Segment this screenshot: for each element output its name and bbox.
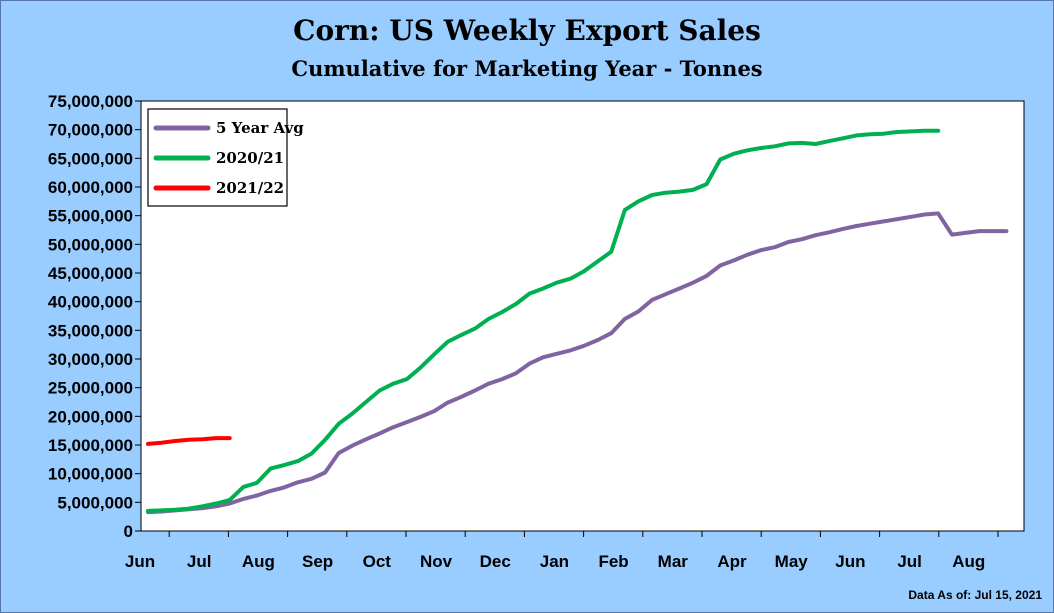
legend: 5 Year Avg 2020/21 2021/22: [147, 108, 304, 207]
legend-label: 5 Year Avg: [216, 119, 304, 137]
y-tick-label: 50,000,000: [48, 235, 133, 254]
y-tick-label: 65,000,000: [48, 149, 133, 168]
plot-area: [140, 100, 1025, 532]
legend-label: 2021/22: [216, 179, 284, 197]
y-tick-label: 0: [124, 522, 133, 541]
x-tick-label: Mar: [658, 552, 689, 571]
x-tick-label: Oct: [363, 552, 392, 571]
legend-label: 2020/21: [216, 149, 284, 167]
x-tick-label: Aug: [242, 552, 275, 571]
x-tick-label: Jun: [835, 552, 865, 571]
y-tick-label: 5,000,000: [57, 493, 133, 512]
y-tick-label: 35,000,000: [48, 321, 133, 340]
series-lines: [146, 128, 1009, 515]
y-tick-label: 55,000,000: [48, 207, 133, 226]
data-as-of-footnote: Data As of: Jul 15, 2021: [908, 588, 1042, 602]
y-tick-label: 70,000,000: [48, 121, 133, 140]
x-axis: Jun Jul Aug Sep Oct Nov Dec Jan Feb Mar Apr May Jun J…: [125, 531, 999, 571]
x-tick-label: Sep: [302, 552, 333, 571]
series-line-3: [146, 436, 232, 446]
y-tick-label: 45,000,000: [48, 264, 133, 283]
x-tick-label: Jan: [540, 552, 569, 571]
x-tick-label: Apr: [717, 552, 747, 571]
y-tick-label: 10,000,000: [48, 465, 133, 484]
y-tick-label: 20,000,000: [48, 407, 133, 426]
y-tick-label: 40,000,000: [48, 293, 133, 312]
series-line-2: [146, 128, 941, 513]
x-tick-label: Feb: [598, 552, 628, 571]
x-tick-label: Jun: [125, 552, 155, 571]
series-line-1: [146, 211, 1009, 515]
y-axis: 0 5,000,000 10,000,000 15,000,000 20,000,000…: [48, 92, 141, 541]
x-tick-label: Jul: [187, 552, 212, 571]
chart-subtitle: Cumulative for Marketing Year - Tonnes: [291, 56, 763, 81]
y-tick-label: 30,000,000: [48, 350, 133, 369]
x-tick-label: May: [775, 552, 809, 571]
y-tick-label: 60,000,000: [48, 178, 133, 197]
y-tick-label: 25,000,000: [48, 379, 133, 398]
chart-title: Corn: US Weekly Export Sales: [293, 14, 761, 47]
x-tick-label: Nov: [420, 552, 453, 571]
x-tick-label: Dec: [480, 552, 511, 571]
x-tick-label: Jul: [897, 552, 922, 571]
y-tick-label: 75,000,000: [48, 92, 133, 111]
x-tick-label: Aug: [952, 552, 985, 571]
y-tick-label: 15,000,000: [48, 436, 133, 455]
